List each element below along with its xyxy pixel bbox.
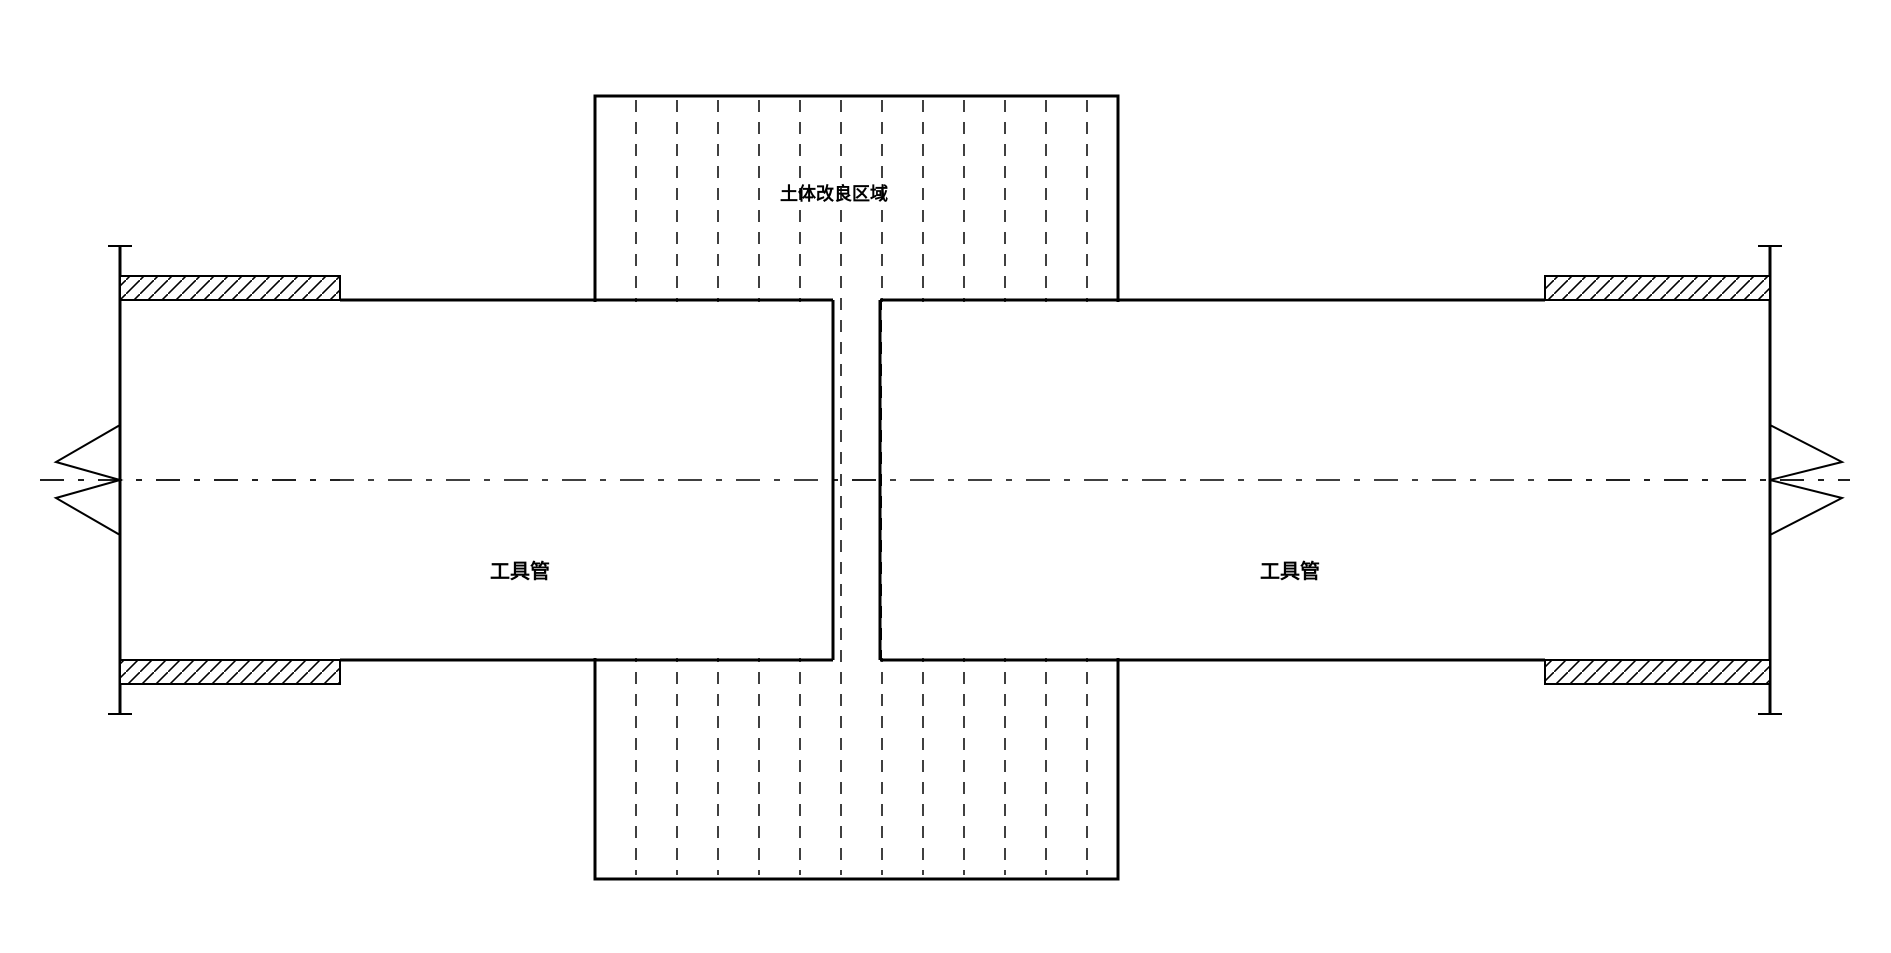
tool-pipe-right-label: 工具管	[1260, 555, 1320, 584]
diagram-canvas: 土体改良区域 工具管 工具管	[0, 0, 1891, 953]
tool-pipe-left-label: 工具管	[490, 555, 550, 584]
diagram-svg	[0, 0, 1891, 953]
improvement-zone-label: 土体改良区域	[780, 180, 888, 206]
